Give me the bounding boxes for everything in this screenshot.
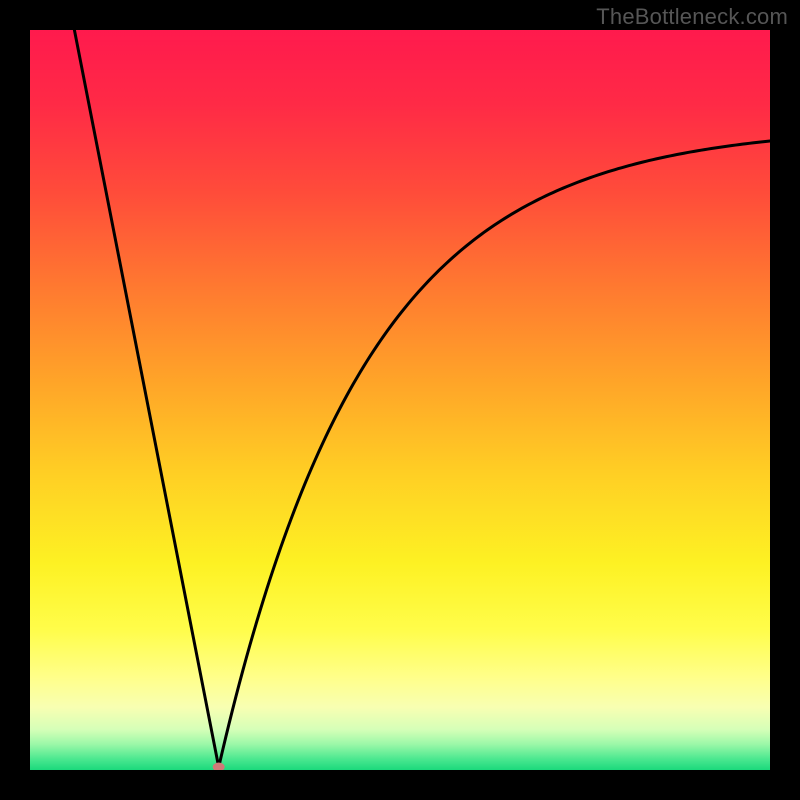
gradient-background bbox=[30, 30, 770, 770]
watermark-text: TheBottleneck.com bbox=[596, 4, 788, 30]
chart-frame: TheBottleneck.com bbox=[0, 0, 800, 800]
plot-area bbox=[30, 30, 770, 770]
plot-svg bbox=[30, 30, 770, 770]
